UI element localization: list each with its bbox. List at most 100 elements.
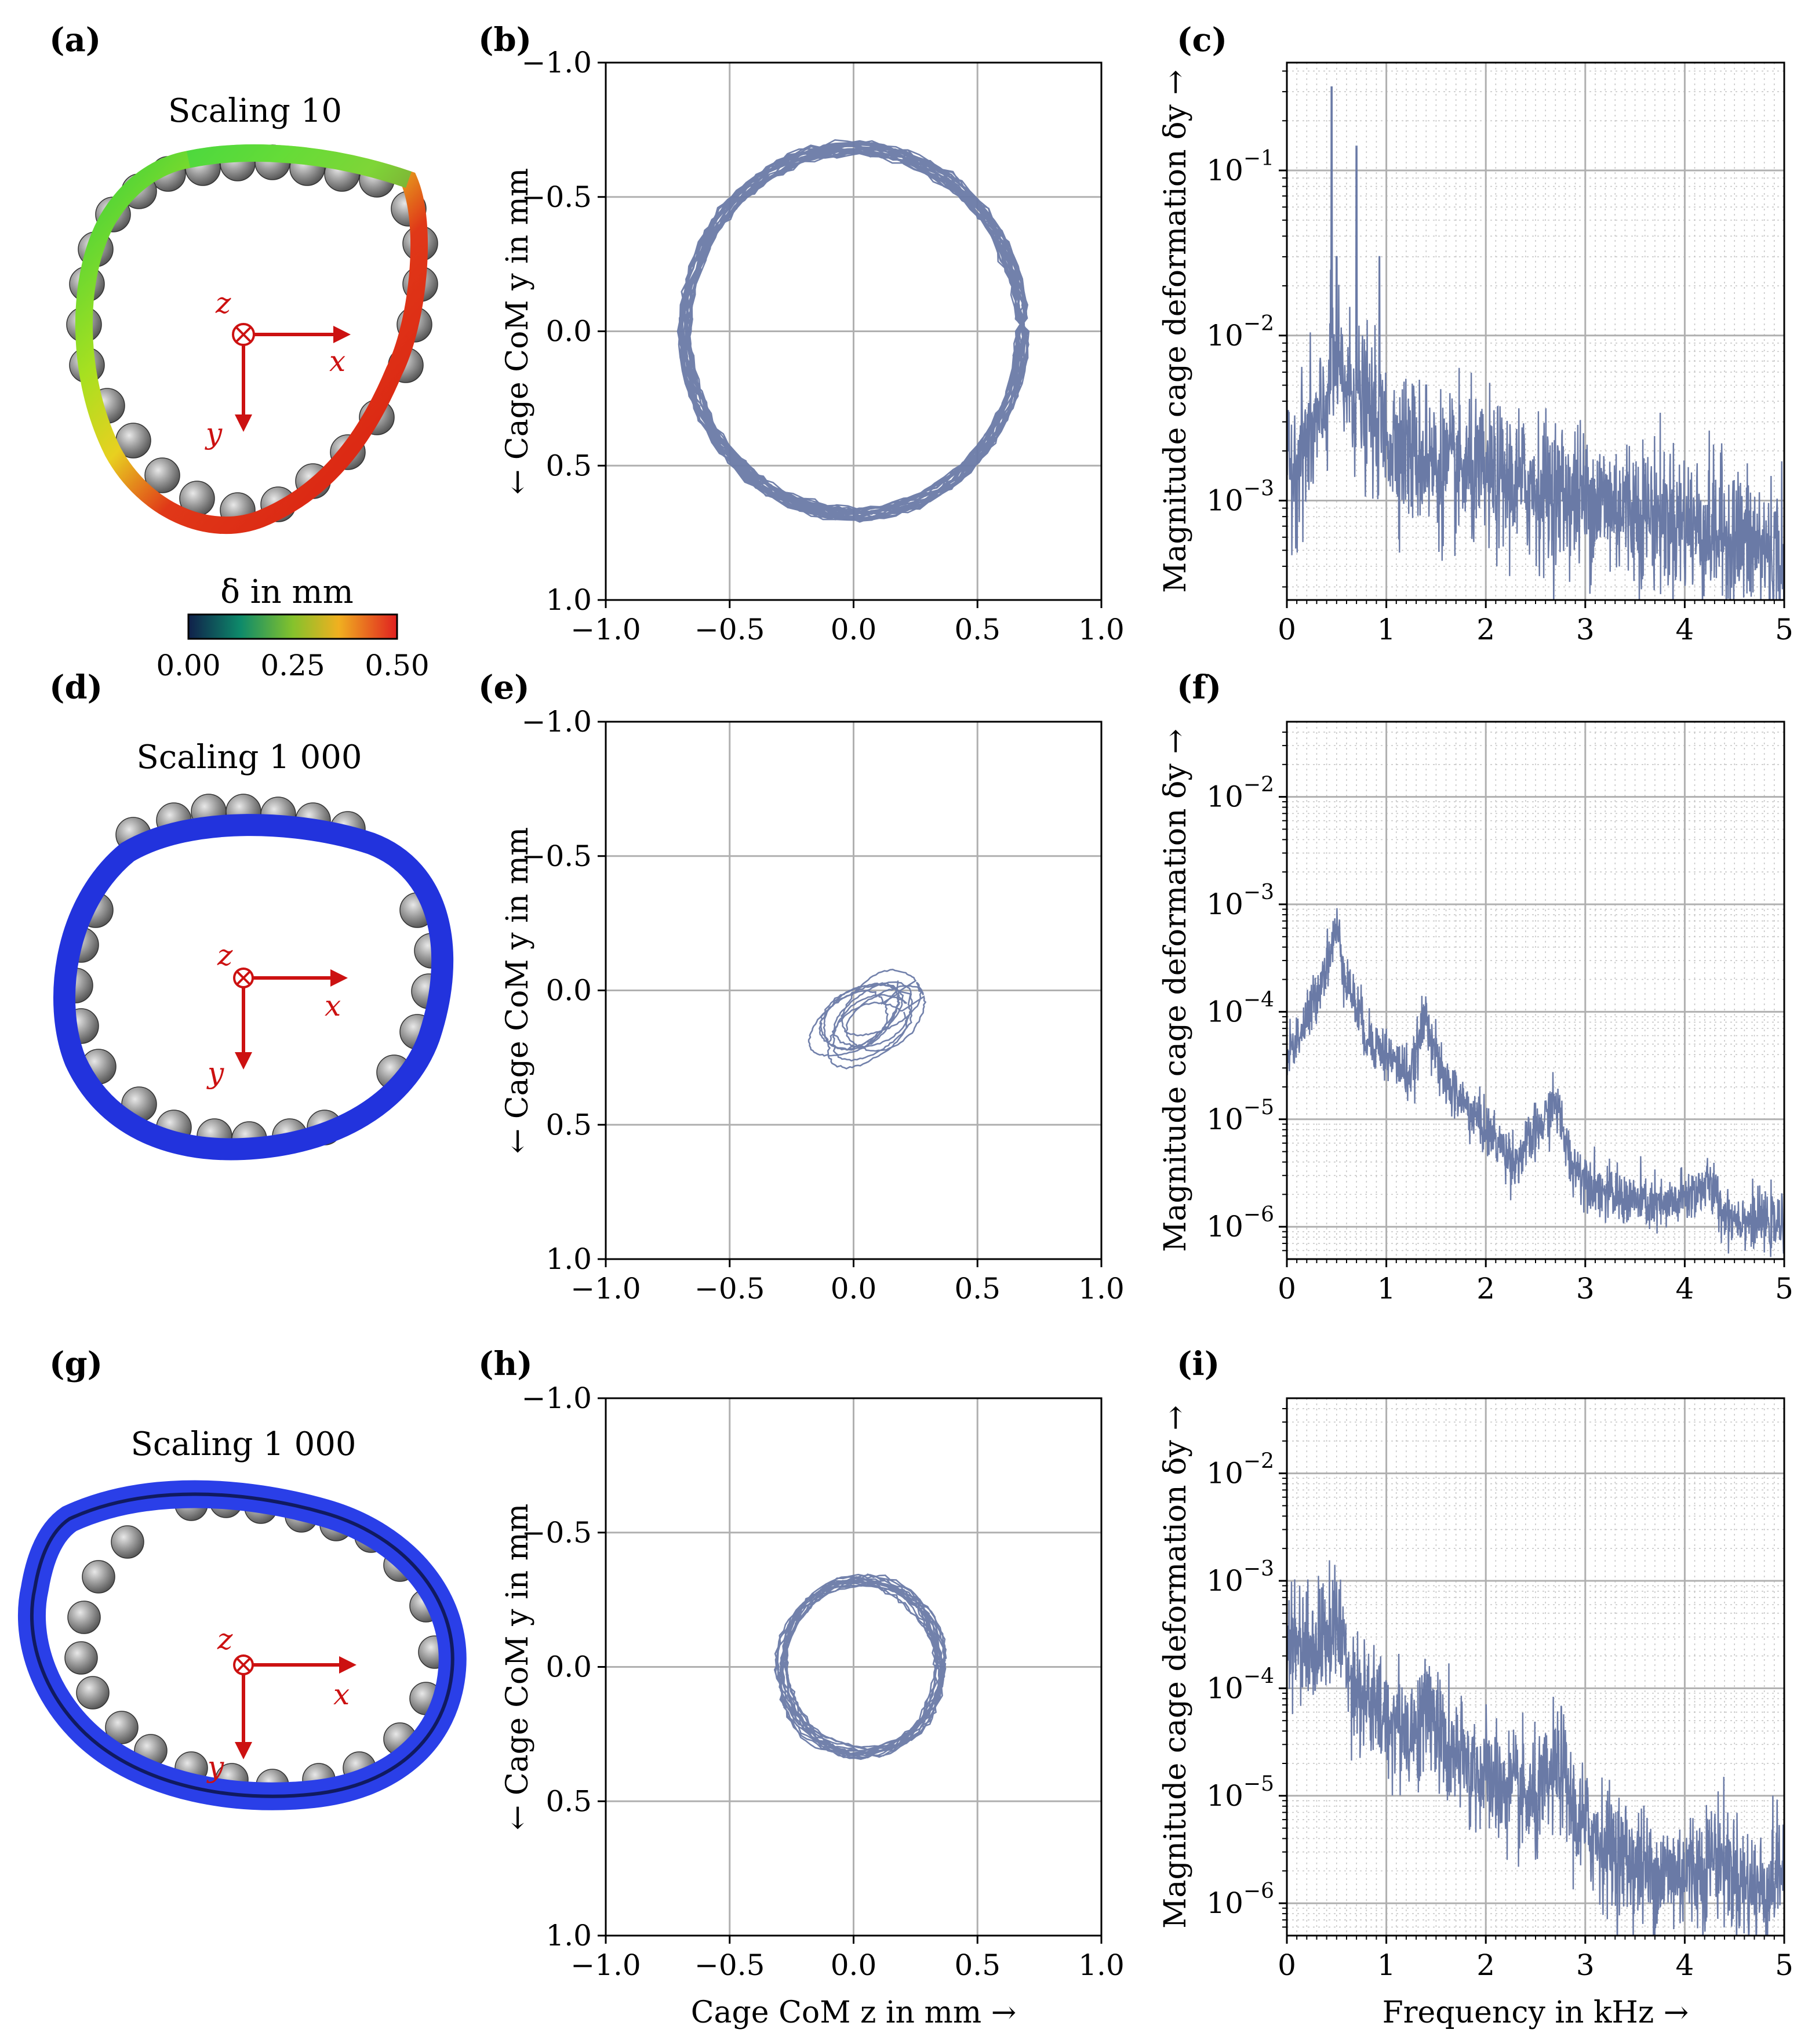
orbit-trajectory-line xyxy=(773,1573,947,1761)
x-tick-label: 0.0 xyxy=(831,1272,877,1305)
x-axis-letter: x xyxy=(329,344,345,378)
y-tick-exponent: −2 xyxy=(1243,312,1274,336)
y-tick-label: 0.0 xyxy=(545,1650,592,1684)
orbit-trajectory-line xyxy=(807,969,927,1070)
spectrum-plot-i: 0 1 2 3 4 5 10−6 10−5 10−4 10−3 10−2 Magnitude cage… xyxy=(1158,1397,1793,2030)
x-axis-label: Cage CoM z in mm → xyxy=(691,1995,1017,2030)
cage-ring-d xyxy=(53,814,454,1161)
y-tick-label: 10−3 xyxy=(1206,881,1274,921)
y-tick-label: 1.0 xyxy=(545,583,592,617)
orbit-data-clip xyxy=(807,969,927,1070)
y-axis-label: ← Cage CoM y in mm xyxy=(500,827,535,1154)
panel-label-f: (f) xyxy=(1177,668,1221,707)
y-tick-label: 1.0 xyxy=(545,1919,592,1952)
y-tick-label: 10−2 xyxy=(1206,312,1274,352)
y-tick-label: 10−3 xyxy=(1206,477,1274,518)
x-tick-label: 0.5 xyxy=(954,613,1001,646)
axes-frame xyxy=(1286,1397,1785,1937)
panel-label-b: (b) xyxy=(478,21,532,59)
y-tick-label: 0.0 xyxy=(545,974,592,1008)
x-tick-label: 1.0 xyxy=(1078,1272,1125,1305)
spectrum-data-clip xyxy=(1287,86,1784,600)
x-tick-label: 0.5 xyxy=(954,1272,1001,1305)
y-tick-label: 10−5 xyxy=(1206,1096,1274,1136)
cage-ring-illustration-a: Scaling 10 z x y δ in mm 0.00 0.25 0.50 xyxy=(66,92,438,682)
z-axis-cross xyxy=(236,1657,251,1672)
y-tick-label: 10−6 xyxy=(1206,1879,1274,1920)
y-tick-exponent: −4 xyxy=(1243,988,1274,1012)
x-tick-label: 1 xyxy=(1377,1272,1396,1305)
rolling-ball xyxy=(82,1560,115,1594)
x-tick-label: 1 xyxy=(1377,1948,1396,1982)
cage-ring-illustration-d: Scaling 1 000 z x y xyxy=(53,739,454,1161)
colorbar-tick: 0.25 xyxy=(260,649,325,682)
colorbar-tick: 0.00 xyxy=(156,649,220,682)
x-tick-label: −0.5 xyxy=(694,1272,765,1305)
x-tick-label: 5 xyxy=(1775,613,1793,646)
x-tick-label: 4 xyxy=(1675,613,1694,646)
panel-label-a: (a) xyxy=(49,21,101,59)
coordinate-system-a: z x y xyxy=(205,286,351,450)
y-tick-label: 0.0 xyxy=(545,315,592,348)
rolling-ball xyxy=(105,1711,139,1744)
y-axis-label: Magnitude cage deformation δy → xyxy=(1158,1405,1193,1929)
x-tick-label: 0 xyxy=(1278,1272,1296,1305)
rolling-ball xyxy=(111,1525,144,1559)
orbit-plot-h: −1.0 −1.0 −0.5 −0.5 0.0 0.0 0.5 0.5 1.0 1.0 ← Cage… xyxy=(500,1381,1125,2030)
x-tick-label: 5 xyxy=(1775,1948,1793,1982)
scaling-label-d: Scaling 1 000 xyxy=(137,739,362,776)
cage-ring-g-edge xyxy=(30,1492,454,1798)
coordinate-system-d: z x y xyxy=(206,939,348,1090)
cage-ring-a-highlight xyxy=(186,144,412,188)
x-tick-label: 2 xyxy=(1476,1948,1495,1982)
spectrum-data-clip xyxy=(1287,1560,1784,1936)
z-axis-cross xyxy=(236,970,251,985)
y-axis-letter: y xyxy=(206,1056,224,1090)
y-tick-label: 10−3 xyxy=(1206,1557,1274,1598)
coordinate-system-g: z x y xyxy=(206,1623,356,1784)
x-tick-label: 4 xyxy=(1675,1948,1694,1982)
x-axis-letter: x xyxy=(333,1678,350,1711)
panel-label-d: (d) xyxy=(49,668,103,707)
x-tick-label: 3 xyxy=(1576,613,1595,646)
y-axis-letter: y xyxy=(206,1750,224,1784)
spectrum-data-clip xyxy=(1287,908,1784,1257)
z-axis-letter: z xyxy=(217,1623,233,1656)
x-tick-label: 5 xyxy=(1775,1272,1793,1305)
y-axis-label: ← Cage CoM y in mm xyxy=(500,1504,535,1831)
colorbar-label: δ in mm xyxy=(220,573,354,611)
x-tick-label: 3 xyxy=(1576,1948,1595,1982)
orbit-plot-e: −1.0 −1.0 −0.5 −0.5 0.0 0.0 0.5 0.5 1.0 1.0 ← Cage… xyxy=(500,705,1125,1305)
axes-frame xyxy=(605,61,1103,601)
x-tick-label: −1.0 xyxy=(570,1272,641,1305)
rolling-ball xyxy=(64,1641,98,1675)
y-tick-label: 10−1 xyxy=(1206,147,1274,187)
axes-frame xyxy=(1286,721,1785,1260)
y-tick-exponent: −1 xyxy=(1243,147,1274,170)
y-tick-exponent: −2 xyxy=(1243,1450,1274,1474)
axes-frame xyxy=(605,721,1103,1260)
y-tick-exponent: −5 xyxy=(1243,1096,1274,1119)
y-tick-label: −1.0 xyxy=(522,705,592,739)
x-tick-label: 3 xyxy=(1576,1272,1595,1305)
y-tick-label: 0.5 xyxy=(545,449,592,482)
y-tick-exponent: −6 xyxy=(1243,1879,1274,1903)
x-tick-label: −0.5 xyxy=(694,613,765,646)
spectrum-plot-c: 0 1 2 3 4 5 10−3 10−2 10−1 Magnitude cage deforma… xyxy=(1158,61,1793,646)
colorbar-tick: 0.50 xyxy=(365,649,429,682)
y-axis-letter: y xyxy=(205,417,223,450)
y-axis-label: Magnitude cage deformation δy → xyxy=(1158,70,1193,593)
orbit-plot-b: −1.0 −1.0 −0.5 −0.5 0.0 0.0 0.5 0.5 1.0 1.0 ← Cage… xyxy=(500,46,1125,646)
y-axis-label: ← Cage CoM y in mm xyxy=(500,168,535,495)
y-tick-label: 10−6 xyxy=(1206,1203,1274,1243)
scaling-label-a: Scaling 10 xyxy=(168,92,342,130)
orbit-trajectory-line xyxy=(676,139,1030,523)
y-tick-label: 10−2 xyxy=(1206,773,1274,814)
y-axis-label: Magnitude cage deformation δy → xyxy=(1158,729,1193,1252)
spectrum-line xyxy=(1287,86,1784,600)
y-tick-exponent: −3 xyxy=(1243,881,1274,904)
y-tick-label: 0.5 xyxy=(545,1108,592,1141)
y-tick-label: 10−5 xyxy=(1206,1772,1274,1813)
y-tick-label: −0.5 xyxy=(522,1516,592,1550)
